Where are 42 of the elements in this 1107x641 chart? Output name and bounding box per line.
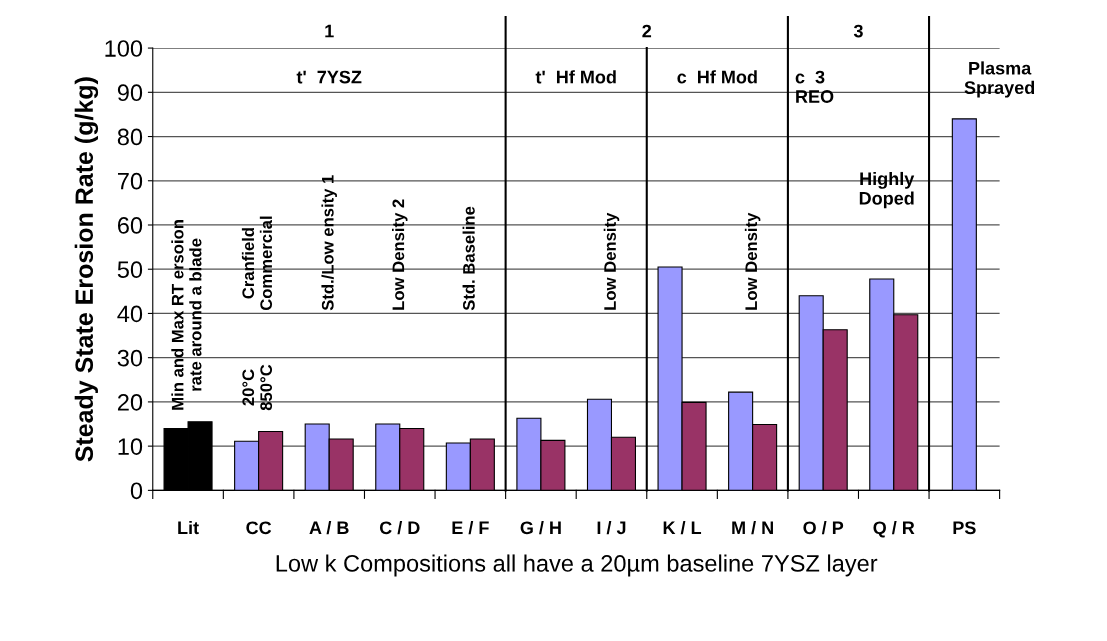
annotation: Std./Low ensity 1: [321, 175, 337, 311]
y-tick-label: 20: [117, 393, 143, 411]
x-tick-label: G / H: [520, 520, 561, 535]
text: 2: [642, 24, 652, 38]
annotation: Low Density: [603, 212, 620, 310]
annotation: c 3 REO: [795, 70, 834, 103]
y-tick-label: 30: [117, 349, 143, 367]
annotation: Low Density 2: [392, 199, 408, 310]
annotation: Min and Max RT ersoion rate around a blade: [171, 220, 202, 410]
annotation: t' Hf Mod: [535, 70, 616, 84]
y-tick-label: 10: [118, 438, 143, 455]
x-tick-label: M / N: [732, 520, 773, 535]
y-tick-label: 0: [130, 482, 143, 500]
x-tick-label: CC: [246, 521, 272, 535]
x-tick-label: A / B: [309, 520, 349, 535]
x-tick-label: E / F: [452, 520, 489, 535]
annotation: Cranfield Commercial: [241, 216, 273, 311]
text: 1: [325, 24, 334, 38]
annotation: Low Density: [744, 212, 761, 310]
x-axis-title: Low k Compositions all have a 20µm baseline 7YSZ layer: [276, 554, 878, 577]
y-tick-label: 50: [117, 261, 143, 279]
x-tick-label: C / D: [379, 520, 420, 535]
annotation: Plasma Sprayed: [964, 61, 1035, 98]
x-tick-label: O / P: [803, 520, 844, 535]
text: 3: [853, 24, 863, 38]
annotation: 20°C 850°C: [242, 364, 273, 411]
y-tick-label: 90: [117, 84, 143, 102]
annotation: c Hf Mod: [677, 70, 757, 84]
annotation: Highly Doped: [859, 171, 915, 209]
y-tick-label: 70: [117, 172, 143, 190]
annotation: Std. Baseline: [462, 206, 475, 311]
y-tick-label: 100: [105, 40, 143, 57]
y-tick-label: 40: [117, 305, 143, 323]
x-tick-label: Q / R: [873, 520, 915, 538]
x-tick-label: K / L: [663, 520, 702, 535]
annotation: t' 7YSZ: [296, 70, 362, 84]
y-tick-label: 60: [117, 217, 143, 234]
x-tick-label: PS: [953, 521, 976, 535]
y-tick-label: 80: [117, 128, 143, 146]
x-tick-label: Lit: [178, 520, 199, 535]
y-axis-title: Steady State Erosion Rate (g/kg): [74, 77, 99, 462]
x-tick-label: I / J: [597, 520, 626, 535]
